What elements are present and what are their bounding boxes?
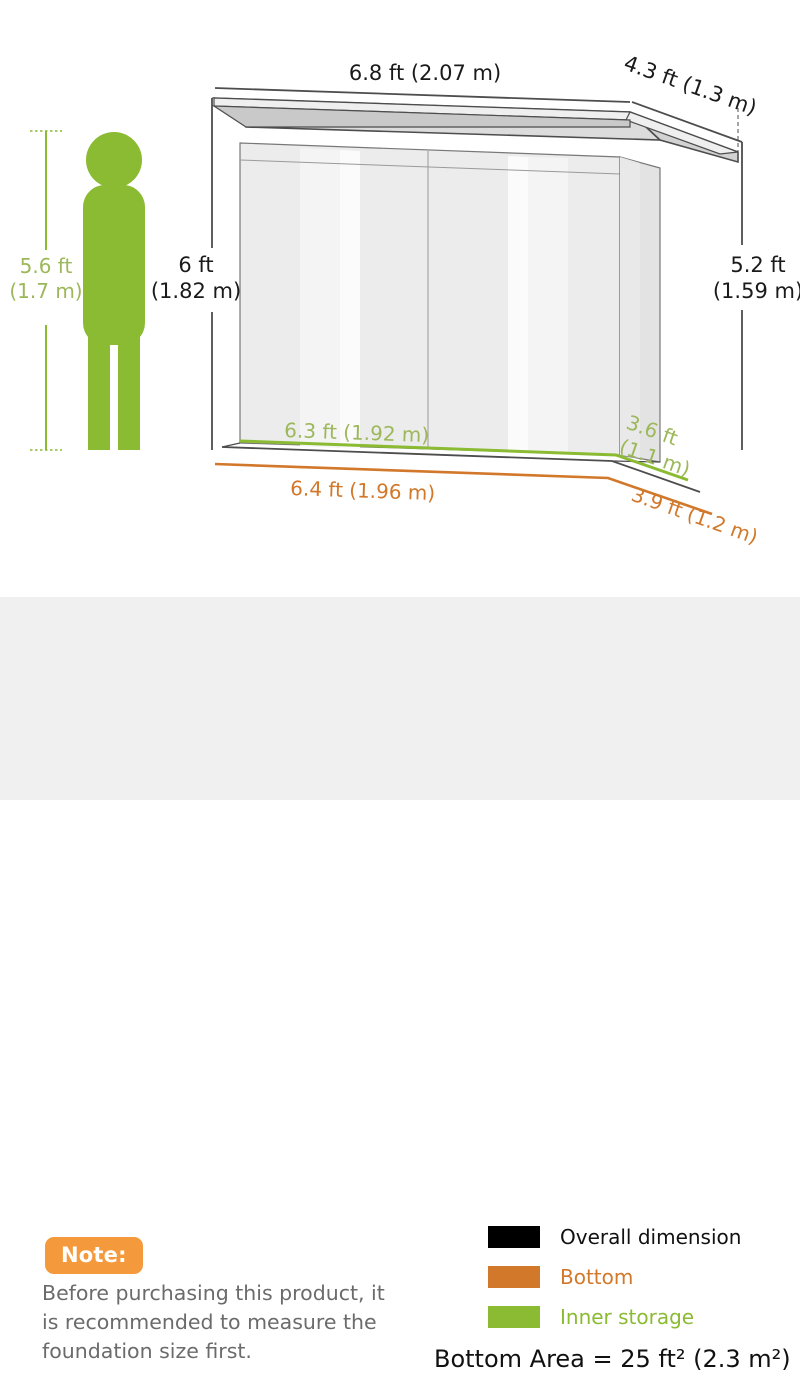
legend-swatch-inner bbox=[488, 1306, 540, 1328]
person-height-label-line1: 5.6 ft bbox=[20, 254, 73, 278]
shed-panel-stripe-left bbox=[340, 150, 360, 449]
bottom-depth-label: 3.9 ft (1.2 m) bbox=[628, 482, 761, 549]
person-height-dimension: 5.6 ft (1.7 m) bbox=[9, 130, 83, 451]
inner-storage-base-line bbox=[239, 439, 689, 482]
legend-item-bottom: Bottom bbox=[488, 1257, 741, 1297]
left-height-label-line1: 6 ft bbox=[178, 253, 213, 277]
bottom-width-label: 6.4 ft (1.96 m) bbox=[290, 476, 436, 505]
legend-label-overall: Overall dimension bbox=[560, 1225, 742, 1249]
legend-label-bottom: Bottom bbox=[560, 1265, 634, 1289]
legend: Overall dimension Bottom Inner storage bbox=[488, 1217, 741, 1337]
right-height-label-line1: 5.2 ft bbox=[730, 253, 785, 277]
top-width-dimension: 6.8 ft (2.07 m) bbox=[214, 61, 631, 103]
legend-swatch-overall bbox=[488, 1226, 540, 1248]
left-height-label-line2: (1.82 m) bbox=[151, 279, 241, 303]
legend-label-inner: Inner storage bbox=[560, 1305, 695, 1329]
legend-item-overall-dimension: Overall dimension bbox=[488, 1217, 741, 1257]
shed-panel-shade-left bbox=[300, 148, 340, 448]
shed-roof-fascia bbox=[211, 105, 631, 128]
bottom-area-text: Bottom Area = 25 ft² (2.3 m²) bbox=[434, 1345, 791, 1373]
shed-header-line bbox=[239, 159, 621, 175]
right-height-dimension: 5.2 ft (1.59 m) bbox=[713, 142, 800, 450]
note-body-text: Before purchasing this product, it is re… bbox=[42, 1281, 385, 1364]
top-depth-label: 4.3 ft (1.3 m) bbox=[621, 51, 760, 120]
shed-panel-shade-right bbox=[528, 157, 568, 454]
shed-illustration bbox=[211, 97, 739, 463]
shed-diagram-svg: 5.6 ft (1.7 m) bbox=[9, 51, 800, 549]
note-badge: Note: bbox=[45, 1237, 143, 1274]
inner-width-label: 6.3 ft (1.92 m) bbox=[284, 418, 430, 447]
legend-swatch-bottom bbox=[488, 1266, 540, 1288]
shed-roof-slope-edge bbox=[625, 111, 739, 155]
person-silhouette bbox=[83, 132, 145, 450]
shed-side-wall-shade bbox=[620, 157, 640, 458]
top-width-label: 6.8 ft (2.07 m) bbox=[349, 61, 501, 85]
bottom-base-line bbox=[214, 462, 713, 516]
shed-base-lines bbox=[214, 439, 713, 516]
person-height-label-line2: (1.7 m) bbox=[9, 279, 82, 303]
left-height-dimension: 6 ft (1.82 m) bbox=[151, 98, 241, 450]
shed-panel-stripe-right bbox=[508, 156, 528, 453]
info-panel: Note: Before purchasing this product, it… bbox=[0, 597, 800, 1373]
legend-item-inner-storage: Inner storage bbox=[488, 1297, 741, 1337]
right-height-label-line2: (1.59 m) bbox=[713, 279, 800, 303]
diagram-area: 5.6 ft (1.7 m) bbox=[0, 0, 800, 597]
